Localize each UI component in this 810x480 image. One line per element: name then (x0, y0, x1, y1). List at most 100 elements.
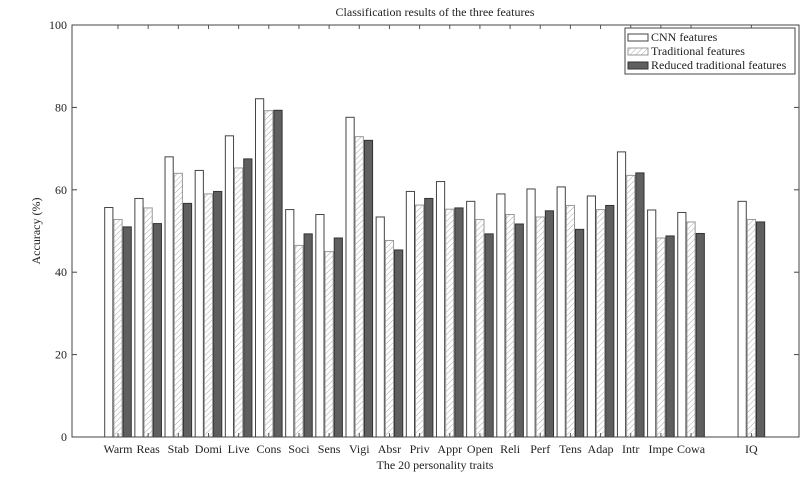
bar-domi-series-1 (194, 169, 204, 438)
bar-iq-series-1 (737, 200, 747, 438)
bar-open-series-2 (475, 218, 485, 438)
bar-sens-series-1 (315, 214, 325, 438)
bar-tens-series-3 (575, 228, 585, 438)
x-axis-label: The 20 personality traits (377, 458, 494, 472)
x-tick-label: Vigi (349, 442, 370, 456)
y-tick-label: 60 (55, 183, 67, 197)
bar-domi-series-3 (213, 190, 223, 438)
bar-perf-series-2 (535, 216, 545, 438)
bar-intr-series-2 (626, 174, 636, 438)
bar-reli-series-3 (514, 223, 524, 438)
x-tick-label: Open (467, 442, 493, 456)
bar-live-series-1 (224, 135, 235, 438)
bar-adap-series-1 (586, 195, 596, 438)
bar-soci-series-1 (285, 209, 295, 438)
bar-reas-series-3 (152, 223, 162, 438)
bar-stab-series-3 (182, 202, 193, 438)
bar-cons-series-1 (255, 98, 265, 438)
bar-domi-series-2 (203, 193, 214, 438)
bar-impe-series-3 (665, 235, 675, 438)
bar-warm-series-3 (122, 226, 132, 438)
bar-cowa-series-3 (695, 232, 705, 438)
bar-cons-series-3 (273, 109, 283, 438)
bar-appr-series-3 (454, 207, 464, 438)
bar-vigi-series-1 (345, 116, 355, 438)
bar-cons-series-2 (264, 110, 274, 438)
x-tick-label: IQ (745, 442, 758, 456)
x-tick-label: Reli (500, 442, 521, 456)
legend-swatch (627, 47, 649, 56)
bar-tens-series-1 (556, 186, 566, 438)
bar-priv-series-2 (415, 204, 425, 438)
y-tick-label: 100 (49, 18, 67, 32)
y-axis-label: Accuracy (%) (29, 198, 43, 265)
x-tick-label: Tens (559, 442, 582, 456)
bar-stab-series-2 (173, 172, 183, 438)
x-tick-label: Soci (288, 442, 310, 456)
y-tick-label: 20 (55, 348, 67, 362)
bar-sens-series-3 (333, 237, 343, 438)
bar-warm-series-1 (104, 207, 114, 438)
bar-iq-series-3 (755, 221, 766, 438)
legend-box (624, 27, 796, 75)
bar-priv-series-1 (405, 190, 415, 438)
bar-tens-series-2 (565, 204, 575, 438)
bar-iq-series-2 (746, 218, 756, 438)
bar-stab-series-1 (164, 156, 174, 438)
x-tick-label: Cons (256, 442, 281, 456)
x-tick-label: Sens (318, 442, 341, 456)
bar-cowa-series-1 (677, 211, 687, 438)
bar-reas-series-1 (134, 197, 144, 438)
bar-perf-series-1 (526, 188, 536, 438)
bar-absr-series-1 (375, 216, 385, 438)
bar-open-series-1 (466, 200, 476, 438)
legend-swatch (627, 61, 649, 70)
bar-live-series-3 (243, 158, 253, 438)
bar-adap-series-2 (595, 209, 606, 438)
bar-warm-series-2 (113, 218, 123, 438)
y-tick-label: 0 (61, 430, 67, 444)
bar-vigi-series-3 (363, 139, 374, 438)
bar-vigi-series-2 (354, 136, 364, 438)
bar-reli-series-1 (496, 193, 506, 438)
bar-intr-series-1 (616, 151, 627, 438)
bar-impe-series-1 (647, 209, 657, 438)
bar-reli-series-2 (505, 214, 515, 438)
x-tick-label: Intr (622, 442, 639, 456)
bar-impe-series-2 (656, 237, 666, 438)
bar-perf-series-3 (544, 210, 555, 438)
bar-absr-series-2 (384, 239, 395, 438)
x-tick-label: Absr (378, 442, 401, 456)
x-tick-label: Reas (136, 442, 160, 456)
bar-sens-series-2 (324, 251, 334, 438)
bar-appr-series-2 (445, 208, 455, 438)
bar-intr-series-3 (635, 172, 645, 438)
x-tick-label: Perf (530, 442, 550, 456)
bar-priv-series-3 (424, 197, 434, 438)
y-tick-label: 40 (55, 265, 67, 279)
x-tick-label: Warm (103, 442, 133, 456)
x-tick-label: Live (228, 442, 250, 456)
x-tick-label: Impe (649, 442, 674, 456)
bar-soci-series-2 (294, 244, 304, 438)
x-tick-label: Domi (195, 442, 223, 456)
legend-label: Reduced traditional features (651, 58, 787, 72)
bar-absr-series-3 (394, 249, 404, 438)
x-tick-label: Appr (437, 442, 462, 456)
bar-open-series-3 (484, 233, 494, 438)
plot-frame (71, 24, 800, 438)
bar-cowa-series-2 (686, 221, 696, 438)
legend-label: CNN features (651, 30, 718, 44)
x-tick-label: Priv (410, 442, 430, 456)
bar-live-series-2 (234, 167, 244, 438)
x-tick-label: Stab (168, 442, 189, 456)
bar-soci-series-3 (303, 233, 313, 438)
legend-label: Traditional features (651, 44, 745, 58)
bar-appr-series-1 (435, 181, 446, 438)
bar-adap-series-3 (605, 204, 615, 438)
legend-swatch (627, 33, 649, 42)
bar-reas-series-2 (143, 207, 153, 438)
chart-title: Classification results of the three feat… (336, 5, 535, 19)
